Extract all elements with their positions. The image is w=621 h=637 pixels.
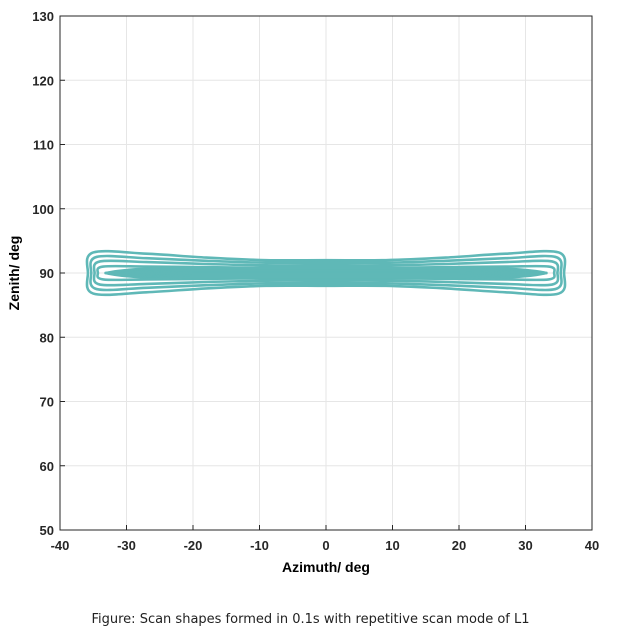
x-tick-label: 20	[452, 538, 466, 553]
y-tick-label: 130	[32, 9, 54, 24]
x-tick-label: 0	[322, 538, 329, 553]
y-tick-label: 90	[40, 266, 54, 281]
y-tick-label: 80	[40, 330, 54, 345]
x-tick-label: -30	[117, 538, 136, 553]
x-axis-label: Azimuth/ deg	[282, 559, 370, 575]
y-tick-label: 110	[33, 138, 54, 153]
scan-loop-2	[89, 254, 563, 292]
y-tick-label: 50	[40, 523, 54, 538]
y-tick-label: 100	[32, 202, 54, 217]
scan-loops	[85, 249, 567, 297]
y-tick-label: 60	[40, 459, 54, 474]
figure-caption: Figure: Scan shapes formed in 0.1s with …	[91, 612, 530, 627]
scan-shape-chart: -40 -30 -20 -10 0 10 20 30 40 50 60 70 80 90 100 110 120…	[6, 9, 599, 575]
scan-loop-1	[85, 249, 567, 297]
scan-loop-3	[92, 259, 560, 287]
x-tick-label: 30	[518, 538, 532, 553]
axis-ticks: -40 -30 -20 -10 0 10 20 30 40 50 60 70 80 90 100 110 120…	[32, 9, 599, 553]
x-tick-label: -20	[184, 538, 203, 553]
y-tick-label: 120	[32, 73, 54, 88]
x-tick-label: 40	[585, 538, 599, 553]
x-tick-label: 10	[385, 538, 399, 553]
scan-inner-trace	[104, 266, 548, 274]
x-tick-label: -10	[250, 538, 269, 553]
y-tick-label: 70	[40, 395, 54, 410]
y-axis-label: Zenith/ deg	[6, 236, 22, 311]
x-tick-label: -40	[51, 538, 70, 553]
